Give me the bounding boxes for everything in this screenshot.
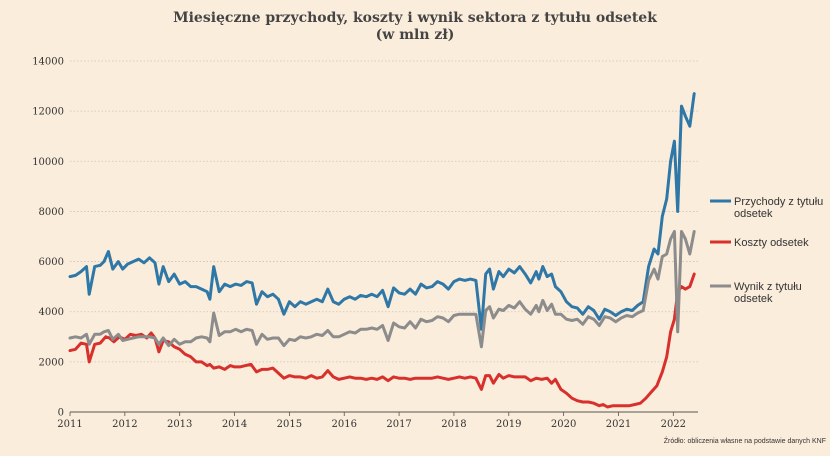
x-tick-label: 2020: [551, 419, 576, 430]
x-tick-label: 2022: [661, 419, 686, 430]
legend-label: Koszty odsetek: [734, 237, 809, 249]
y-tick-label: 12000: [32, 107, 64, 118]
series-line: [68, 230, 696, 349]
y-tick-label: 10000: [32, 157, 64, 168]
series-line: [68, 92, 696, 331]
chart-title: Miesięczne przychody, koszty i wynik sek…: [173, 10, 657, 26]
y-tick-label: 14000: [32, 57, 64, 68]
y-tick-label: 0: [58, 408, 64, 419]
x-tick-label: 2019: [496, 419, 521, 430]
x-tick-label: 2012: [112, 419, 137, 430]
x-axis: 2011 2012 2013 2014 2015 2016 2017 2018 2019 2020…: [57, 411, 698, 430]
x-tick-label: 2018: [441, 419, 466, 430]
x-tick-label: 2017: [386, 419, 411, 430]
y-tick-label: 6000: [39, 257, 64, 268]
chart-subtitle: (w mln zł): [375, 27, 455, 43]
source-note: Źródło: obliczenia własne na podstawie d…: [664, 436, 826, 445]
x-tick-label: 2014: [222, 419, 247, 430]
chart-title-block: Miesięczne przychody, koszty i wynik sek…: [0, 10, 830, 44]
x-tick-label: 2013: [167, 419, 192, 430]
legend: Przychody z tytułu odsetek Koszty odsetek W…: [710, 196, 823, 305]
x-tick-label: 2016: [332, 419, 357, 430]
y-tick-label: 2000: [39, 357, 64, 368]
y-tick-label: 8000: [39, 207, 64, 218]
y-tick-label: 4000: [39, 307, 64, 318]
legend-label: Przychody z tytułu odsetek: [734, 196, 823, 220]
y-axis: 0 2000 4000 6000 8000 10000 12000 14000: [32, 57, 64, 419]
x-tick-label: 2021: [606, 419, 631, 430]
legend-label: Wynik z tytułu odsetek: [734, 281, 802, 305]
x-tick-label: 2011: [57, 419, 82, 430]
series-lines: [68, 92, 696, 409]
x-tick-label: 2015: [277, 419, 302, 430]
